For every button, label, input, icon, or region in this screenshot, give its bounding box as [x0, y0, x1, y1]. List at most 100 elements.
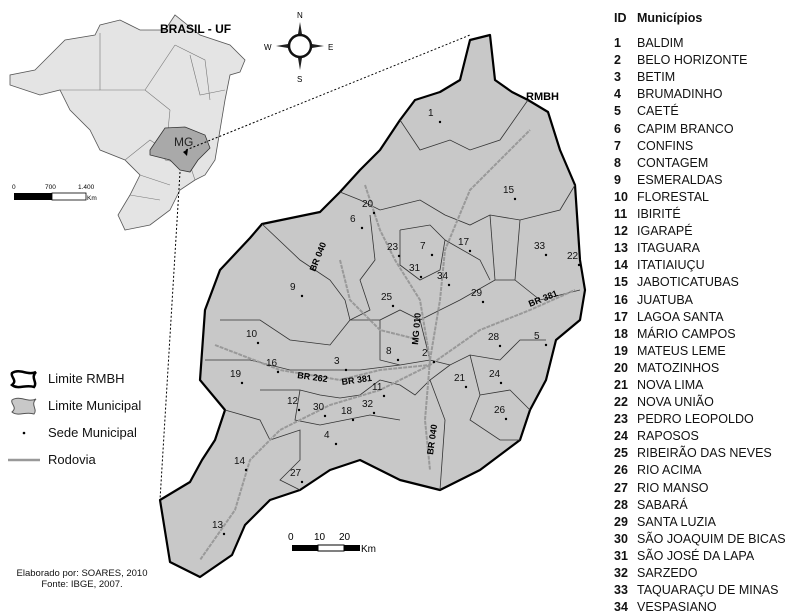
list-item: 30 SÃO JOAQUIM DE BICAS [614, 531, 786, 548]
municipio-map-label: 7 [420, 241, 426, 252]
municipio-id: 12 [614, 224, 628, 239]
municipio-map-label: 10 [246, 329, 258, 340]
municipio-name: JABOTICATUBAS [637, 275, 739, 290]
svg-text:20: 20 [339, 532, 351, 543]
municipio-id: 13 [614, 241, 628, 256]
municipio-map-label: 30 [313, 402, 325, 413]
list-item: 15 JABOTICATUBAS [614, 274, 786, 291]
list-item: 25 RIBEIRÃO DAS NEVES [614, 445, 786, 462]
municipio-name: SARZEDO [637, 566, 698, 580]
list-item: 5 CAETÉ [614, 103, 786, 120]
sede-municipal-dot [468, 249, 472, 253]
svg-text:N: N [297, 11, 303, 20]
rmbh-boundary-icon [10, 369, 37, 388]
municipio-name: PEDRO LEOPOLDO [637, 412, 754, 427]
svg-text:700: 700 [45, 184, 56, 191]
municipio-name: MATOZINHOS [637, 360, 720, 375]
municipio-id: 17 [614, 309, 628, 324]
municipio-map-label: 34 [437, 271, 449, 282]
svg-text:Km: Km [361, 544, 376, 555]
sede-municipal-dot [344, 368, 348, 372]
municipio-id: 3 [614, 70, 621, 85]
municipio-map-label: 26 [494, 405, 506, 416]
svg-text:E: E [328, 43, 333, 52]
municipio-map-label: 5 [534, 331, 540, 342]
list-item: 32 SARZEDO [614, 565, 786, 582]
map-scale-bar: 0 10 20 Km [288, 532, 376, 555]
municipio-name: SABARÁ [637, 497, 688, 512]
sede-municipal-dot [372, 411, 376, 415]
list-item: 26 RIO ACIMA [614, 462, 786, 479]
municipio-name: NOVA UNIÃO [637, 395, 714, 410]
municipio-map-label: 32 [362, 399, 374, 410]
municipal-boundary-icon [11, 397, 37, 415]
municipio-name: BELO HORIZONTE [637, 53, 748, 68]
sede-municipal-dot [419, 275, 423, 279]
compass-icon: N S E W [264, 11, 333, 84]
municipio-name: SÃO JOAQUIM DE BICAS [637, 531, 786, 546]
sede-municipal-dot [297, 408, 301, 412]
municipal-boundaries [205, 99, 581, 491]
list-item: 11 IBIRITÉ [614, 206, 786, 223]
list-item: 28 SABARÁ [614, 497, 786, 514]
municipio-name: SANTA LUZIA [637, 514, 716, 529]
list-item: 7 CONFINS [614, 138, 786, 155]
svg-text:10: 10 [314, 532, 326, 543]
municipio-name: CONTAGEM [637, 155, 709, 170]
municipio-map-label: 13 [212, 520, 224, 531]
list-item: 13 ITAGUARA [614, 240, 786, 257]
municipio-id: 28 [614, 497, 628, 512]
header-name: Municípios [637, 11, 703, 25]
municipio-name: BALDIM [637, 36, 684, 51]
legend-label: Rodovia [48, 452, 96, 467]
list-item: 27 RIO MANSO [614, 480, 786, 497]
municipios-list: ID Municípios 1 BALDIM 2 BELO HORIZONTE 3 BETI… [614, 10, 786, 616]
sede-municipal-dot [464, 385, 468, 389]
sede-municipal-dot [577, 263, 581, 267]
list-item: 31 SÃO JOSÉ DA LAPA [614, 548, 786, 565]
credits: Elaborado por: SOARES, 2010 Fonte: IBGE,… [8, 568, 156, 590]
municipio-id: 1 [614, 36, 621, 51]
rmbh-mini [183, 149, 188, 156]
sede-municipal-dot [360, 226, 364, 230]
list-item: 14 ITATIAIUÇU [614, 257, 786, 274]
municipio-name: CAETÉ [637, 104, 679, 119]
municipio-name: BRUMADINHO [637, 87, 723, 102]
svg-text:0: 0 [12, 184, 16, 191]
municipio-id: 23 [614, 412, 628, 427]
municipio-map-label: 20 [362, 199, 374, 210]
sede-municipal-dot [300, 294, 304, 298]
sede-municipal-dot [447, 283, 451, 287]
list-item: 8 CONTAGEM [614, 155, 786, 172]
list-item: 19 MATEUS LEME [614, 343, 786, 360]
svg-text:S: S [297, 75, 302, 84]
municipio-map-label: 17 [458, 237, 470, 248]
municipio-id: 15 [614, 275, 628, 290]
sede-municipal-dot [300, 480, 304, 484]
municipio-map-label: 12 [287, 396, 299, 407]
legend-item: Limite RMBH [8, 365, 141, 392]
municipio-name: JUATUBA [637, 292, 694, 307]
legend-item: Sede Municipal [8, 419, 141, 446]
municipio-name: IGARAPÉ [637, 224, 693, 239]
sede-municipal-dot [544, 343, 548, 347]
municipio-map-label: 27 [290, 468, 302, 479]
municipio-name: VESPASIANO [637, 600, 717, 615]
road-label: BR 040 [425, 424, 439, 456]
municipio-map-label: 8 [386, 346, 392, 357]
municipio-name: RIO MANSO [637, 480, 709, 495]
municipio-map-label: 21 [454, 373, 466, 384]
municipio-map-label: 4 [324, 430, 330, 441]
municipio-map-label: 14 [234, 456, 246, 467]
rmbh-outline [158, 33, 587, 579]
municipio-map-label: 25 [381, 292, 393, 303]
municipio-name: NOVA LIMA [637, 377, 704, 392]
sede-municipal-dot [382, 394, 386, 398]
municipio-id: 10 [614, 189, 628, 204]
municipio-name: CAPIM BRANCO [637, 121, 734, 136]
municipio-name: RIBEIRÃO DAS NEVES [637, 446, 772, 461]
list-item: 1 BALDIM [614, 35, 786, 52]
sede-municipal-dot [276, 370, 280, 374]
municipio-id: 16 [614, 292, 628, 307]
municipio-map-label: 2 [422, 348, 428, 359]
